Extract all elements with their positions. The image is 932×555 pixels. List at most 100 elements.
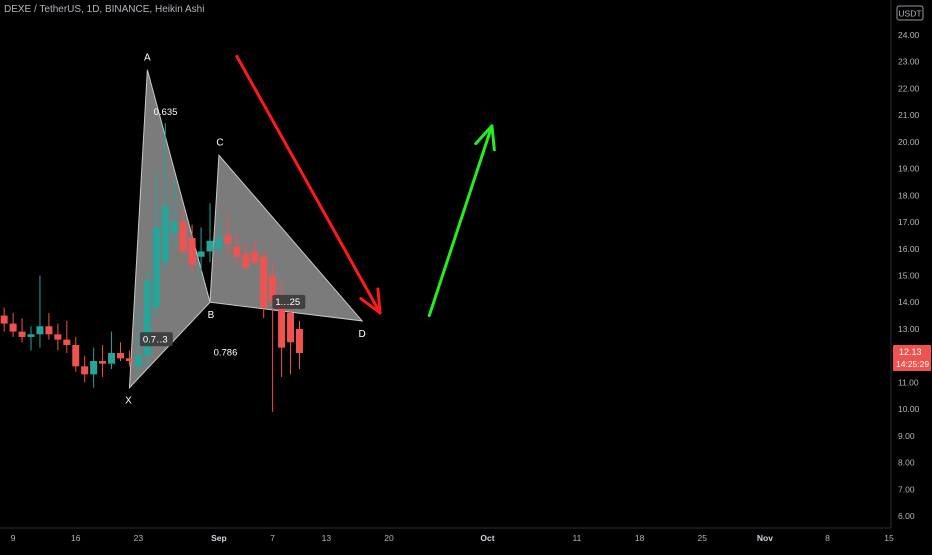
ratio-label: 0.7‥3 (143, 334, 168, 345)
time-tick-label[interactable]: 15 (884, 533, 894, 543)
pattern-labels: X A B C D 0.635 0.7‥3 0.786 1.‥25 (125, 53, 366, 407)
pattern-point-x: X (125, 396, 132, 407)
time-tick-label[interactable]: 9 (11, 533, 16, 543)
candle (224, 214, 232, 255)
candle-body (188, 238, 196, 265)
price-tick-label[interactable]: 11.00 (898, 377, 919, 387)
candle-body (233, 246, 241, 257)
price-tick-label[interactable]: 23.00 (898, 57, 920, 67)
candle (99, 344, 107, 378)
candle (179, 208, 187, 255)
candle-body (242, 254, 250, 268)
time-tick-label[interactable]: 18 (635, 533, 645, 543)
pattern-triangle-bcd (209, 153, 364, 322)
price-tick-label[interactable]: 15.00 (898, 271, 920, 281)
candle (36, 275, 44, 348)
candle (296, 320, 303, 370)
candle (260, 251, 268, 319)
candle-body (108, 352, 116, 364)
price-tick-label[interactable]: 18.00 (898, 190, 920, 200)
candle-body (206, 240, 214, 252)
price-tick-label[interactable]: 21.00 (898, 110, 920, 120)
bearish-arrow-shaft (235, 54, 382, 315)
currency-badge[interactable]: USDT (898, 9, 921, 19)
candle (125, 350, 133, 367)
ratio-label: 0.786 (214, 348, 238, 359)
candle (27, 326, 35, 351)
pattern-point-d: D (359, 329, 366, 340)
candle-body (161, 206, 169, 263)
pattern-point-b: B (208, 310, 215, 321)
candle-body (99, 361, 107, 364)
price-tick-label[interactable]: 13.00 (898, 324, 920, 334)
time-tick-label[interactable]: 13 (322, 533, 332, 543)
time-tick-label[interactable]: 7 (270, 533, 275, 543)
price-badges: USDT 12.13 14:25:29 (893, 5, 931, 371)
candle (0, 307, 8, 332)
time-tick-label[interactable]: 25 (698, 533, 708, 543)
candle (143, 270, 151, 367)
time-tick-label[interactable]: 23 (134, 533, 144, 543)
candle-body (45, 326, 53, 335)
price-axis[interactable]: 24.00 23.00 22.00 21.00 20.00 19.00 18.00 17.00… (898, 30, 920, 521)
time-tick-label[interactable]: 11 (573, 533, 582, 543)
candle-body (90, 361, 98, 375)
time-tick-label[interactable]: 8 (825, 533, 830, 543)
candle-body (36, 326, 44, 335)
candle (161, 123, 169, 271)
currency-badge-box[interactable] (896, 5, 924, 21)
ratio-label-box (272, 294, 306, 309)
candle-body (260, 256, 268, 308)
candle (242, 243, 250, 271)
candle (170, 179, 178, 247)
candle (81, 355, 89, 383)
candle (197, 227, 205, 276)
candle (54, 323, 62, 351)
price-tick-label[interactable]: 6.00 (898, 511, 915, 521)
time-axis[interactable]: 9 16 23 Sep 7 13 20 Oct 11 18 25 Nov 8 15 (11, 533, 894, 543)
candle (188, 224, 196, 273)
current-price-label (893, 345, 931, 371)
axes (0, 0, 892, 529)
candle-body (215, 238, 223, 249)
candle (72, 336, 80, 372)
forecast-arrows (235, 54, 496, 318)
time-tick-label[interactable]: 20 (384, 533, 394, 543)
candle (90, 347, 98, 388)
price-tick-label[interactable]: 24.00 (898, 30, 920, 40)
current-price-value: 12.13 (899, 347, 922, 357)
time-tick-label[interactable]: Nov (757, 533, 773, 543)
candle-body (278, 302, 286, 348)
price-tick-label[interactable]: 19.00 (898, 164, 920, 174)
bullish-arrow (427, 124, 496, 318)
bearish-arrow-head (359, 287, 382, 315)
candle (134, 307, 142, 375)
price-tick-label[interactable]: 7.00 (898, 484, 915, 494)
candle-body (72, 344, 80, 367)
candle-body (179, 222, 187, 252)
candle (287, 302, 295, 375)
price-tick-label[interactable]: 9.00 (898, 431, 915, 441)
price-tick-label[interactable]: 22.00 (898, 83, 920, 93)
price-tick-label[interactable]: 8.00 (898, 458, 915, 468)
candle (269, 262, 277, 412)
candle-body (287, 312, 295, 343)
price-tick-label[interactable]: 16.00 (898, 244, 920, 254)
candle (251, 240, 259, 265)
candle-body (18, 331, 26, 337)
candles (0, 123, 303, 412)
candle-body (224, 235, 232, 244)
price-tick-label[interactable]: 14.00 (898, 297, 920, 307)
symbol-title[interactable]: DEXE / TetherUS, 1D, BINANCE, Heikin Ash… (4, 4, 205, 15)
price-tick-label[interactable]: 17.00 (898, 217, 920, 227)
price-tick-label[interactable]: 10.00 (898, 404, 920, 414)
candle-body (134, 355, 142, 367)
time-tick-label[interactable]: Oct (480, 533, 494, 543)
symbol-header[interactable]: DEXE / TetherUS, 1D, BINANCE, Heikin Ash… (4, 4, 204, 15)
ratio-label-box (139, 332, 173, 347)
time-tick-label[interactable]: 16 (71, 533, 81, 543)
time-tick-label[interactable]: Sep (211, 533, 227, 543)
price-tick-label[interactable]: 20.00 (898, 137, 920, 147)
